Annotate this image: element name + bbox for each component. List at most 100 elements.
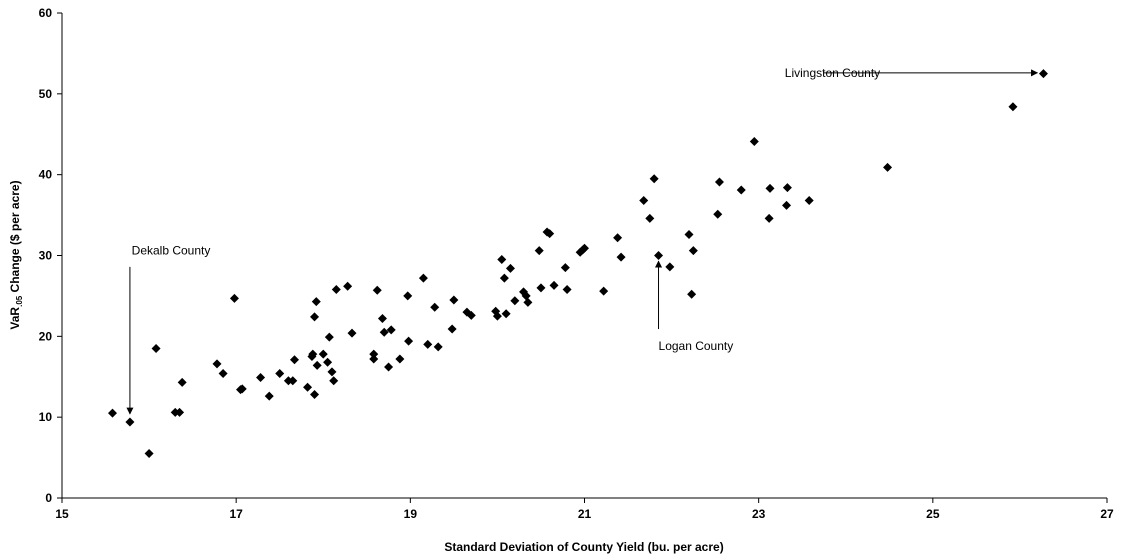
data-point	[331, 284, 341, 294]
x-tick-label: 25	[926, 507, 940, 521]
data-point	[645, 213, 655, 223]
data-point	[303, 382, 313, 392]
annotation-label: Logan County	[659, 339, 734, 353]
data-point	[545, 229, 555, 239]
data-point	[549, 280, 559, 290]
x-axis-title: Standard Deviation of County Yield (bu. …	[444, 540, 723, 554]
data-point	[151, 343, 161, 353]
data-point	[372, 285, 382, 295]
data-point	[1038, 69, 1048, 79]
data-point	[418, 273, 428, 283]
data-point	[466, 310, 476, 320]
data-point	[684, 229, 694, 239]
data-point	[275, 369, 285, 379]
data-point	[256, 373, 266, 383]
y-axis-title-sub: .05	[15, 295, 24, 307]
y-tick-label: 0	[45, 491, 52, 505]
data-point	[310, 390, 320, 400]
data-point	[218, 369, 228, 379]
data-point	[639, 196, 649, 206]
y-ticks: 0 10 20 30 40 50 60	[39, 6, 62, 505]
y-tick-label: 20	[39, 329, 53, 343]
y-tick-label: 10	[39, 410, 53, 424]
data-point	[343, 281, 353, 291]
data-point	[395, 354, 405, 364]
x-tick-label: 19	[404, 507, 418, 521]
data-point	[384, 362, 394, 372]
data-point	[654, 251, 664, 260]
data-point	[423, 339, 433, 349]
data-point	[125, 417, 135, 427]
data-point	[264, 391, 274, 401]
data-point	[688, 246, 698, 256]
data-point	[649, 174, 659, 184]
data-point	[1008, 102, 1018, 112]
data-point	[883, 162, 893, 172]
y-axis-title-post: Change ($ per acre)	[8, 180, 22, 295]
data-point	[369, 354, 379, 364]
x-tick-label: 23	[752, 507, 766, 521]
y-tick-label: 30	[39, 249, 53, 263]
data-point	[599, 286, 609, 296]
data-point	[312, 360, 322, 370]
data-point	[310, 312, 320, 322]
y-axis-title-pre: VaR	[8, 307, 22, 330]
data-point	[764, 213, 774, 223]
data-point	[782, 200, 792, 210]
data-point	[536, 283, 546, 293]
data-point	[497, 255, 507, 265]
data-point	[713, 209, 723, 219]
data-point	[377, 314, 387, 324]
data-point	[177, 377, 187, 387]
data-point	[499, 273, 509, 283]
data-point	[521, 291, 531, 301]
data-point	[580, 243, 589, 253]
data-point	[534, 246, 544, 256]
data-point	[433, 342, 443, 352]
x-tick-label: 17	[229, 507, 243, 521]
data-point	[318, 349, 328, 359]
data-point	[327, 367, 337, 377]
data-point	[665, 262, 675, 272]
data-point	[175, 407, 185, 417]
data-point	[687, 289, 697, 299]
data-points	[108, 69, 1048, 459]
data-point	[386, 325, 396, 335]
data-point	[782, 183, 792, 193]
data-point	[449, 295, 459, 305]
y-tick-label: 40	[39, 168, 53, 182]
x-tick-label: 27	[1100, 507, 1114, 521]
data-point	[347, 328, 357, 338]
data-point	[379, 327, 389, 337]
data-point	[510, 296, 520, 306]
y-tick-label: 50	[39, 87, 53, 101]
data-point	[749, 137, 759, 147]
data-point	[308, 349, 318, 359]
data-point	[237, 384, 247, 394]
data-point	[144, 449, 154, 459]
y-tick-label: 60	[39, 6, 53, 20]
y-axis-title: VaR.05 Change ($ per acre)	[8, 180, 24, 329]
data-point	[108, 408, 118, 418]
data-point	[616, 252, 626, 262]
data-point	[613, 233, 623, 243]
data-point	[290, 355, 300, 365]
x-tick-label: 15	[55, 507, 69, 521]
data-point	[212, 359, 222, 369]
data-point	[562, 284, 572, 294]
data-point	[403, 291, 413, 301]
x-ticks: 15 17 19 21 23 25 27	[55, 498, 1114, 521]
data-point	[736, 185, 746, 195]
data-point	[765, 183, 775, 193]
data-point	[560, 263, 570, 273]
data-point	[501, 309, 511, 319]
data-point	[229, 293, 239, 303]
data-point	[323, 357, 333, 367]
data-point	[288, 376, 298, 386]
x-tick-label: 21	[578, 507, 592, 521]
data-point	[447, 324, 457, 334]
data-point	[492, 311, 502, 321]
data-point	[311, 297, 321, 307]
